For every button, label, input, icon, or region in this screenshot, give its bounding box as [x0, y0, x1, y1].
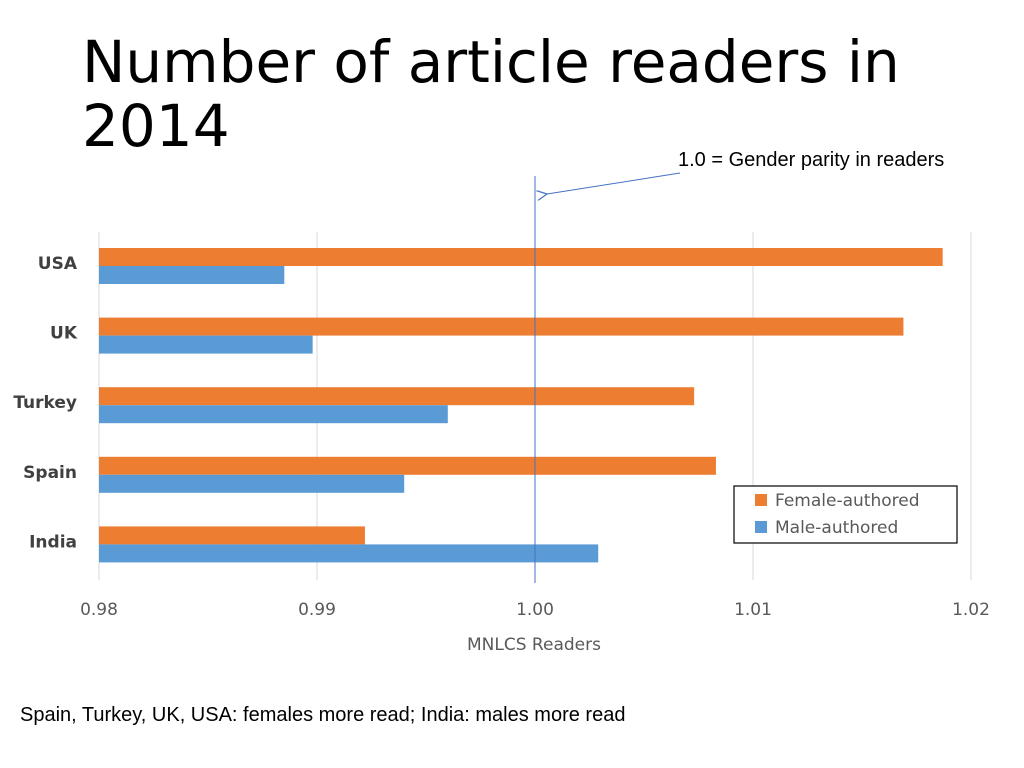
parity-annotation: 1.0 = Gender parity in readers: [678, 149, 945, 171]
category-label: UK: [50, 324, 78, 344]
slide-title: Number of article readers in 2014: [82, 28, 900, 160]
bar-male-turkey: [99, 405, 448, 424]
category-label: Turkey: [13, 393, 77, 413]
bar-male-india: [99, 544, 599, 563]
category-label: Spain: [23, 463, 77, 483]
bar-female-usa: [99, 248, 943, 266]
annotation-arrow: [547, 172, 681, 194]
bar-male-usa: [99, 266, 285, 284]
bars: [99, 248, 943, 563]
x-tick-label: 1.01: [734, 600, 772, 620]
axis-labels: 0.98 0.99 1.00 1.01 1.02 USA UK Turkey Spain Indi…: [13, 254, 990, 655]
bar-male-spain: [99, 474, 405, 493]
bar-female-uk: [99, 317, 904, 336]
x-tick-label: 0.99: [298, 600, 336, 620]
x-tick-label: 0.98: [80, 600, 118, 620]
bar-female-turkey: [99, 387, 695, 406]
parity-reference: [534, 172, 681, 583]
legend: Female-authored Male-authored: [733, 485, 958, 544]
category-label: USA: [38, 254, 78, 274]
bar-female-india: [99, 526, 365, 545]
x-tick-label: 1.00: [516, 600, 554, 620]
bar-male-uk: [99, 335, 313, 354]
legend-box: [733, 485, 958, 544]
x-axis-title: MNLCS Readers: [467, 635, 601, 655]
legend-label: Male-authored: [775, 518, 898, 538]
footer-note: Spain, Turkey, UK, USA: females more rea…: [20, 704, 626, 726]
legend-swatch: [755, 521, 767, 533]
legend-swatch: [755, 494, 767, 506]
x-tick-label: 1.02: [952, 600, 990, 620]
bar-female-spain: [99, 456, 716, 475]
legend-label: Female-authored: [775, 491, 920, 511]
category-label: India: [29, 532, 77, 552]
